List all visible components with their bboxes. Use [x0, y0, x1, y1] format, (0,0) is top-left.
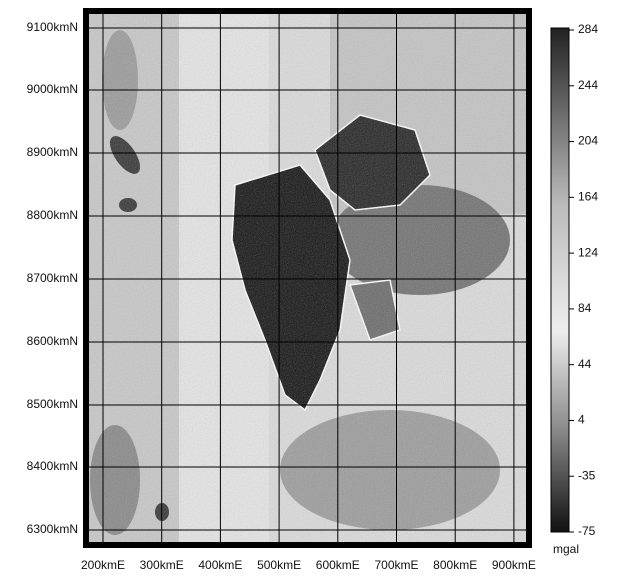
y-label: 8600kmN: [27, 334, 78, 348]
colorbar-label: 244: [578, 78, 598, 92]
colorbar-label: 284: [578, 22, 598, 36]
x-label: 600kmE: [316, 558, 360, 572]
colorbar-label: -75: [578, 524, 596, 538]
gravity-field: [89, 14, 526, 542]
colorbar-label: 84: [578, 301, 592, 315]
colorbar-label: 164: [578, 190, 598, 204]
y-label: 9100kmN: [27, 20, 78, 34]
colorbar-label: 44: [578, 357, 592, 371]
x-label: 300kmE: [140, 558, 184, 572]
colorbar-label: 204: [578, 134, 598, 148]
x-label: 500kmE: [257, 558, 301, 572]
colorbar-label: 124: [578, 245, 598, 259]
y-label: 8700kmN: [27, 271, 78, 285]
y-label: 9000kmN: [27, 82, 78, 96]
colorbar: [551, 28, 569, 532]
y-label: 6300kmN: [27, 522, 78, 536]
y-label: 8900kmN: [27, 145, 78, 159]
x-label: 800kmE: [433, 558, 477, 572]
colorbar-unit: mgal: [553, 542, 579, 556]
map-figure: mgal 9100kmN 9000kmN 8900kmN 8800kmN 8700kmN…: [0, 0, 620, 580]
x-label: 700kmE: [374, 558, 418, 572]
x-label: 900kmE: [492, 558, 536, 572]
colorbar-label: 4: [578, 413, 585, 427]
colorbar-label: -35: [578, 468, 596, 482]
x-label: 200kmE: [81, 558, 125, 572]
y-label: 8800kmN: [27, 208, 78, 222]
y-label: 8400kmN: [27, 459, 78, 473]
y-label: 8500kmN: [27, 397, 78, 411]
x-label: 400kmE: [198, 558, 242, 572]
